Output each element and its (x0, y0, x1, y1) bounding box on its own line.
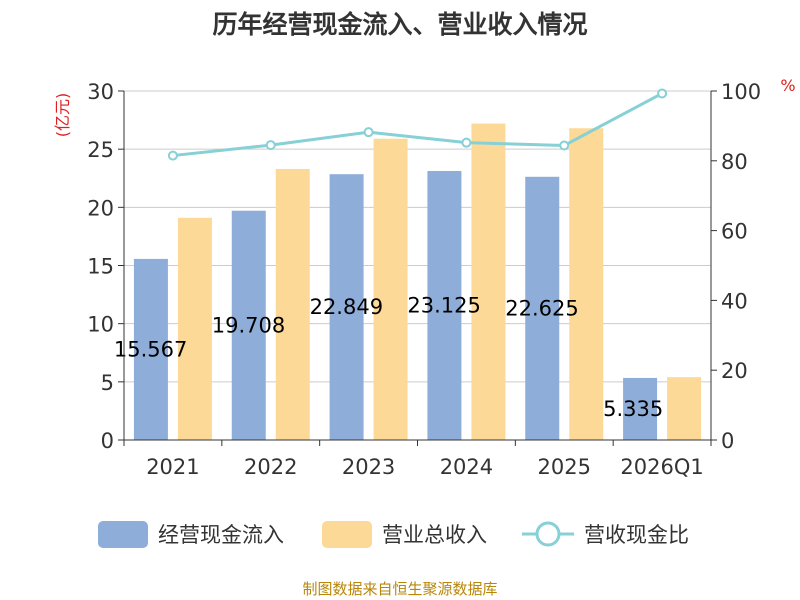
left-tick-label-4: 20 (87, 196, 114, 220)
bar-revenue-2022 (275, 168, 310, 440)
chart-title: 历年经营现金流入、营业收入情况 (212, 10, 587, 39)
legend-swatch-0 (98, 521, 148, 548)
ratio-line-path (172, 92, 663, 158)
x-tick-label-1: 2022 (244, 455, 297, 479)
left-tick-label-5: 25 (87, 138, 114, 162)
left-axis-unit: (亿元) (53, 93, 72, 138)
right-tick-label-3: 60 (721, 220, 748, 244)
ratio-point-2021 (167, 150, 178, 161)
data-label-2024: 23.125 (407, 293, 480, 317)
legend-swatch-1 (322, 521, 372, 548)
right-tick-label-4: 80 (721, 150, 748, 174)
legend-marker-2 (535, 521, 561, 547)
grid (124, 90, 711, 383)
ratio-point-2024 (461, 137, 472, 148)
x-tick-label-0: 2021 (146, 455, 199, 479)
bar-revenue-2021 (177, 217, 212, 440)
x-tick-label-2: 2023 (342, 455, 395, 479)
left-tick-label-6: 30 (87, 80, 114, 104)
left-tick-label-3: 15 (87, 255, 114, 279)
bar-cash-inflow-2024 (427, 170, 462, 440)
left-tick-label-2: 10 (87, 313, 114, 337)
bar-cash-inflow-2021 (133, 258, 168, 440)
right-tick-label-0: 0 (721, 429, 734, 453)
x-tick-label-4: 2025 (538, 455, 591, 479)
ratio-line (167, 88, 668, 161)
bar-revenue-2026Q1 (667, 377, 702, 440)
bar-cash-inflow-2026Q1 (623, 377, 658, 440)
data-label-2021: 15.567 (114, 337, 187, 361)
right-tick-label-2: 40 (721, 289, 748, 313)
right-tick-label-1: 20 (721, 359, 748, 383)
ratio-point-2023 (363, 127, 374, 138)
source-note: 制图数据来自恒生聚源数据库 (302, 580, 497, 598)
x-tick-label-5: 2026Q1 (620, 455, 703, 479)
legend: 经营现金流入 营业总收入 营收现金比 (98, 521, 689, 548)
bar-revenue-2025 (569, 128, 604, 440)
right-tick-label-5: 100 (721, 80, 761, 104)
ratio-point-2025 (559, 140, 570, 151)
bar-cash-inflow-2022 (231, 210, 266, 440)
bar-revenue-2024 (471, 123, 506, 440)
data-labels: 15.567 19.708 22.849 23.125 22.625 5.335 (114, 293, 663, 420)
data-label-2023: 22.849 (310, 295, 383, 319)
bar-cash-inflow-2023 (329, 174, 364, 440)
ratio-point-2022 (265, 140, 276, 151)
legend-label-0: 经营现金流入 (158, 523, 284, 547)
bars (133, 123, 702, 441)
x-tick-label-3: 2024 (440, 455, 493, 479)
data-label-2025: 22.625 (505, 296, 578, 320)
ratio-point-2026Q1 (657, 88, 668, 99)
legend-label-2: 营收现金比 (584, 523, 689, 547)
left-tick-label-0: 0 (101, 429, 114, 453)
legend-label-1: 营业总收入 (382, 523, 487, 547)
right-axis-unit: % (780, 76, 795, 95)
data-label-2022: 19.708 (212, 313, 285, 337)
data-label-2026Q1: 5.335 (603, 397, 663, 421)
left-tick-label-1: 5 (101, 371, 114, 395)
bar-cash-inflow-2025 (525, 176, 560, 440)
bar-revenue-2023 (373, 138, 408, 441)
